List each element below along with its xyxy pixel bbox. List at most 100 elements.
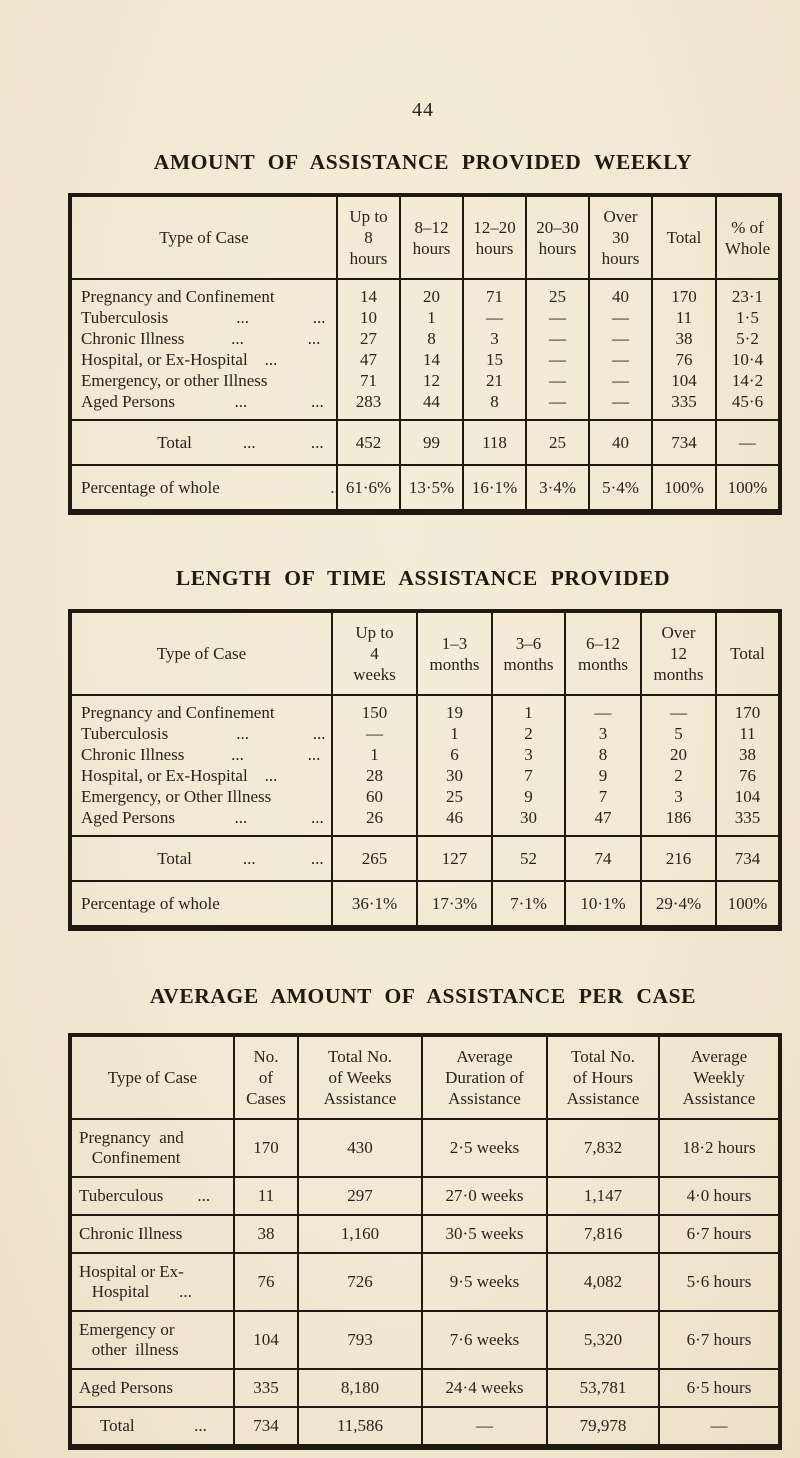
total-row: Total ... ... 452 99 118 25 40 734 — (70, 419, 780, 465)
value-cell: 4,082 (546, 1252, 659, 1311)
value-cell: 9 (491, 786, 565, 807)
total-value-cell: 118 (462, 419, 526, 465)
table-header-row: Type of Case Up to 8 hours 8–12 hours 12… (70, 195, 780, 280)
value-cell: 2 (491, 723, 565, 744)
value-cell: 1,160 (297, 1214, 422, 1253)
table-row: Tuberculous ... 11 297 27·0 weeks 1,147 … (70, 1176, 780, 1215)
table-row: Emergency or other illness 104 793 7·6 w… (70, 1310, 780, 1369)
value-cell: 19 (416, 695, 492, 723)
percentage-value-cell: 3·4% (525, 464, 589, 512)
value-cell: 25 (416, 786, 492, 807)
value-cell: 6·7 hours (658, 1310, 780, 1369)
label-cell: Tuberculosis ... ... (81, 724, 326, 743)
total-value-cell: — (421, 1406, 547, 1447)
value-cell: 5·6 hours (658, 1252, 780, 1311)
label-cell: Tuberculosis ... ... (81, 308, 326, 327)
value-cell: 170 (715, 695, 780, 723)
table-row: Pregnancy and Confinement 170 430 2·5 we… (70, 1118, 780, 1177)
percentage-value-cell: 16·1% (462, 464, 526, 512)
total-value-cell: 11,586 (297, 1406, 422, 1447)
length-of-time-table: Type of Case Up to 4 weeks 1–3 months 3–… (68, 609, 782, 931)
value-cell: — (588, 328, 652, 349)
total-value-cell: — (715, 419, 780, 465)
label-cell: Chronic Illness ... ... (81, 745, 321, 764)
value-cell: 5,320 (546, 1310, 659, 1369)
percentage-value-cell: 17·3% (416, 880, 492, 928)
table-header-row: Type of Case Up to 4 weeks 1–3 months 3–… (70, 611, 780, 696)
value-cell: 38 (715, 744, 780, 765)
label-cell: Chronic Illness ... ... (81, 329, 321, 348)
header-cell: 6–12 months (564, 611, 641, 696)
percentage-value-cell: 5·4% (588, 464, 652, 512)
value-cell: — (588, 391, 652, 420)
value-cell: 23·1 (715, 279, 780, 307)
percentage-row: Percentage of whole ... 61·6% 13·5% 16·1… (70, 464, 780, 512)
value-cell: 8,180 (297, 1368, 422, 1407)
value-cell: 104 (715, 786, 780, 807)
header-cell: No. of Cases (233, 1035, 298, 1120)
table-row: Aged Persons ... ... 283 44 8 — — 335 45… (70, 391, 780, 420)
value-cell: 5·2 (715, 328, 780, 349)
value-cell: 150 (331, 695, 417, 723)
table-row: Pregnancy and Confinement 150 19 1 — — 1… (70, 695, 780, 723)
header-cell: Over 30 hours (588, 195, 652, 280)
header-cell: 1–3 months (416, 611, 492, 696)
value-cell: 7 (564, 786, 641, 807)
table-row: Aged Persons ... ... 26 46 30 47 186 335 (70, 807, 780, 836)
percentage-label-cell: Percentage of whole ... (70, 880, 332, 928)
table-row: Tuberculosis ... ... 10 1 — — — 11 1·5 (70, 307, 780, 328)
total-value-cell: — (658, 1406, 780, 1447)
value-cell: 2 (640, 765, 716, 786)
total-value-cell: 74 (564, 835, 641, 881)
value-cell: 40 (588, 279, 652, 307)
total-value-cell: 99 (399, 419, 463, 465)
header-cell: Total (715, 611, 780, 696)
label-cell: Emergency or other illness (70, 1310, 234, 1369)
value-cell: 3 (491, 744, 565, 765)
value-cell: 45·6 (715, 391, 780, 420)
total-value-cell: 25 (525, 419, 589, 465)
total-row: Total ... 734 11,586 — 79,978 — (70, 1406, 780, 1447)
value-cell: 7,816 (546, 1214, 659, 1253)
value-cell: 10 (336, 307, 400, 328)
label-cell: Aged Persons ... ... (81, 808, 324, 827)
value-cell: 283 (336, 391, 400, 420)
value-cell: 14·2 (715, 370, 780, 391)
value-cell: 28 (331, 765, 417, 786)
value-cell: 11 (233, 1176, 298, 1215)
total-value-cell: 127 (416, 835, 492, 881)
value-cell: 9 (564, 765, 641, 786)
header-cell: Total (651, 195, 716, 280)
percentage-row: Percentage of whole ... 36·1% 17·3% 7·1%… (70, 880, 780, 928)
header-cell: Average Duration of Assistance (421, 1035, 547, 1120)
table-row: Hospital or Ex- Hospital ... 76 726 9·5 … (70, 1252, 780, 1311)
percentage-value-cell: 7·1% (491, 880, 565, 928)
value-cell: — (640, 695, 716, 723)
value-cell: 793 (297, 1310, 422, 1369)
value-cell: 20 (640, 744, 716, 765)
header-cell: Type of Case (70, 1035, 234, 1120)
value-cell: 335 (651, 391, 716, 420)
value-cell: — (462, 307, 526, 328)
value-cell: 24·4 weeks (421, 1368, 547, 1407)
header-cell: Up to 4 weeks (331, 611, 417, 696)
label-cell: Hospital, or Ex-Hospital ... (81, 766, 278, 785)
value-cell: 20 (399, 279, 463, 307)
label-cell: Hospital or Ex- Hospital ... (70, 1252, 234, 1311)
label-cell: Tuberculous ... (70, 1176, 234, 1215)
page-content: 44 AMOUNT OF ASSISTANCE PROVIDED WEEKLY … (68, 0, 782, 1450)
value-cell: 430 (297, 1118, 422, 1177)
weekly-assistance-table: Type of Case Up to 8 hours 8–12 hours 12… (68, 193, 782, 515)
label-cell: Pregnancy and Confinement (81, 287, 275, 306)
percentage-value-cell: 36·1% (331, 880, 417, 928)
label-cell: Aged Persons ... ... (81, 392, 324, 411)
total-label-cell: Total ... ... (70, 835, 332, 881)
table-row: Chronic Illness ... ... 1 6 3 8 20 38 (70, 744, 780, 765)
value-cell: 76 (233, 1252, 298, 1311)
value-cell: 12 (399, 370, 463, 391)
value-cell: 1 (416, 723, 492, 744)
value-cell: 9·5 weeks (421, 1252, 547, 1311)
total-value-cell: 79,978 (546, 1406, 659, 1447)
value-cell: — (331, 723, 417, 744)
